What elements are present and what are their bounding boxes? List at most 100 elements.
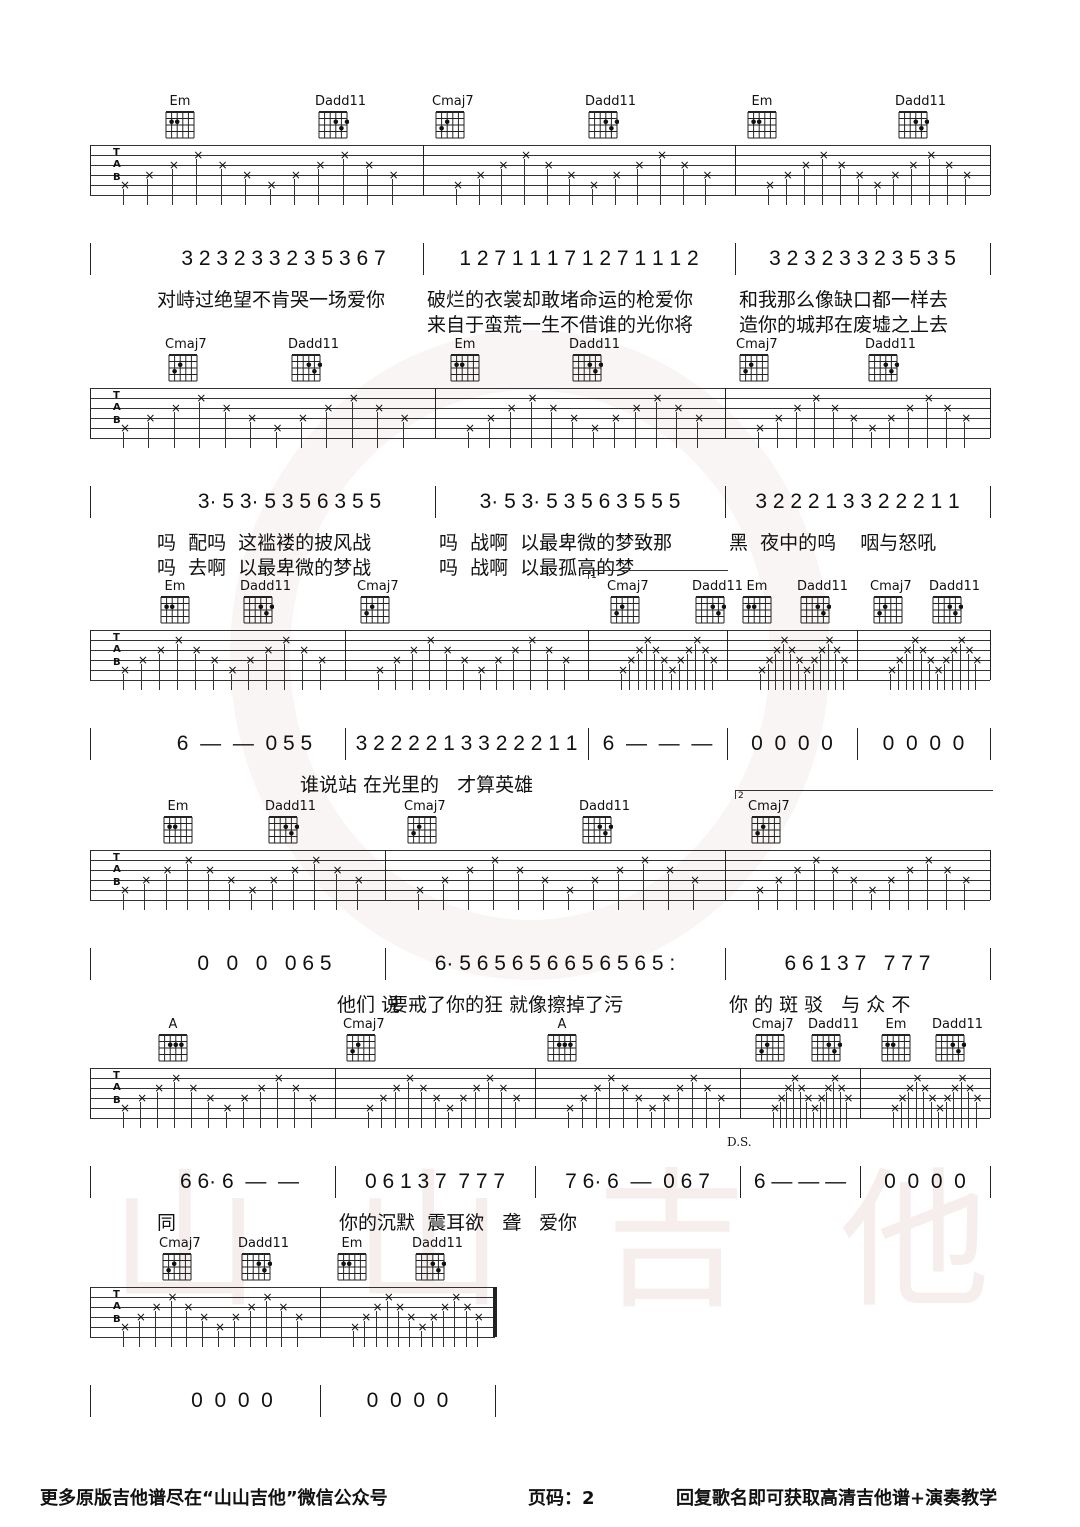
tab-note-mark: × xyxy=(205,863,216,877)
lyric-line: 来自于蛮荒一生不借谁的光你将 xyxy=(427,314,694,336)
note-stem xyxy=(208,1102,210,1128)
chord-name: Dadd11 xyxy=(808,1017,860,1032)
chord-name: Cmaj7 xyxy=(404,799,446,814)
tab-note-mark: × xyxy=(485,1071,496,1085)
tab-note-mark: × xyxy=(418,1081,429,1095)
lyric-line: 同 xyxy=(157,1212,177,1234)
tab-note-mark: × xyxy=(964,643,975,657)
chord-grid-icon xyxy=(288,353,324,383)
tab-note-mark: × xyxy=(281,633,292,647)
barline xyxy=(735,243,736,275)
note-stem xyxy=(474,1092,476,1128)
note-stem xyxy=(265,1301,267,1347)
barline xyxy=(857,728,858,760)
tab-note-mark: × xyxy=(606,1071,617,1085)
measure-notation: 3· 5 3· 5 3 5 6 3 5 5 xyxy=(197,490,382,513)
note-stem xyxy=(351,402,353,448)
note-stem xyxy=(703,654,705,690)
note-stem xyxy=(513,654,515,690)
chord-name: Dadd11 xyxy=(692,579,744,594)
note-stem xyxy=(398,1311,399,1347)
tab-note-mark: × xyxy=(332,863,343,877)
tab-note-mark: × xyxy=(290,1081,301,1095)
tab-note-mark: × xyxy=(209,653,220,667)
note-stem xyxy=(900,1102,902,1128)
note-stem xyxy=(378,674,379,690)
volta-bracket: 2 xyxy=(735,790,993,801)
note-stem xyxy=(493,864,494,910)
tab-label: T xyxy=(113,852,120,863)
note-stem xyxy=(551,412,553,448)
note-stem xyxy=(945,412,947,448)
lyric-line: 和我那么像缺口都一样去 xyxy=(739,289,949,311)
chord-diagram: Dadd11 xyxy=(932,1018,983,1063)
tab-note-mark: × xyxy=(230,1310,241,1324)
lyric-line: 吗 去啊 以最卑微的梦战 xyxy=(157,557,372,579)
note-stem xyxy=(394,1092,396,1128)
tab-note-mark: × xyxy=(246,1300,257,1314)
note-stem xyxy=(208,874,209,910)
chord-name: Dadd11 xyxy=(265,799,317,814)
note-stem xyxy=(174,1082,176,1128)
note-stem xyxy=(775,654,776,690)
tab-note-mark: × xyxy=(679,158,690,172)
tab-note-mark: × xyxy=(493,653,504,667)
tab-staff: T A B × × × × × × × × × × × × × × × × × × × × × × × × xyxy=(90,1287,497,1347)
note-stem xyxy=(186,1311,188,1347)
tab-label: T xyxy=(113,1289,120,1300)
chord-name: Em xyxy=(341,1236,363,1251)
note-stem xyxy=(154,1311,156,1347)
tab-note-mark: × xyxy=(783,1081,794,1095)
note-stem xyxy=(967,654,969,690)
tab-label: A xyxy=(113,644,121,655)
tab-note-mark: × xyxy=(540,873,551,887)
note-stem xyxy=(409,1321,411,1347)
tab-note-mark: × xyxy=(323,401,334,415)
note-stem xyxy=(572,422,574,448)
chord-grid-icon xyxy=(808,1033,844,1063)
note-stem xyxy=(767,664,769,690)
barline xyxy=(90,1166,91,1198)
page-number: 页码：2 xyxy=(528,1488,595,1509)
note-stem xyxy=(719,1102,721,1128)
barline xyxy=(990,243,991,275)
tab-note-mark: × xyxy=(511,1091,522,1105)
tab-note-mark: × xyxy=(294,1310,305,1324)
tab-note-mark: × xyxy=(794,653,805,667)
note-stem xyxy=(959,644,961,690)
note-stem xyxy=(947,169,949,205)
tab-note-mark: × xyxy=(657,148,668,162)
note-stem xyxy=(202,1321,204,1347)
chord-name: Dadd11 xyxy=(238,1236,290,1251)
tab-note-mark: × xyxy=(905,401,916,415)
tab-label: B xyxy=(113,172,121,183)
tab-note-mark: × xyxy=(962,168,973,182)
tab-note-mark: × xyxy=(631,401,642,415)
note-stem xyxy=(890,674,891,690)
tab-note-mark: × xyxy=(120,1101,131,1115)
note-stem xyxy=(394,664,396,690)
measure-notation: 0 0 0 0 xyxy=(884,1170,966,1193)
chord-diagram: Em xyxy=(447,338,483,383)
chord-grid-icon xyxy=(579,815,615,845)
tab-label: A xyxy=(113,1301,121,1312)
tab-note-mark: × xyxy=(926,148,937,162)
barline xyxy=(725,486,726,518)
tab-note-mark: × xyxy=(515,863,526,877)
chord-name: Dadd11 xyxy=(579,799,631,814)
tab-note-mark: × xyxy=(215,1320,226,1334)
note-stem xyxy=(676,412,678,448)
note-stem xyxy=(697,422,699,448)
tab-note-mark: × xyxy=(848,873,859,887)
note-stem xyxy=(199,402,201,448)
tab-note-mark: × xyxy=(890,168,901,182)
tab-note-mark: × xyxy=(803,1091,814,1105)
chord-grid-icon xyxy=(692,595,728,625)
tab-note-mark: × xyxy=(950,1081,961,1095)
tab-label: B xyxy=(113,657,121,668)
note-stem xyxy=(171,169,173,205)
note-stem xyxy=(975,1102,977,1128)
chord-grid-icon xyxy=(932,1033,968,1063)
tab-note-mark: × xyxy=(290,168,301,182)
footer-tip: 回复歌名即可获取高清吉他谱+演奏教学 xyxy=(676,1488,998,1509)
